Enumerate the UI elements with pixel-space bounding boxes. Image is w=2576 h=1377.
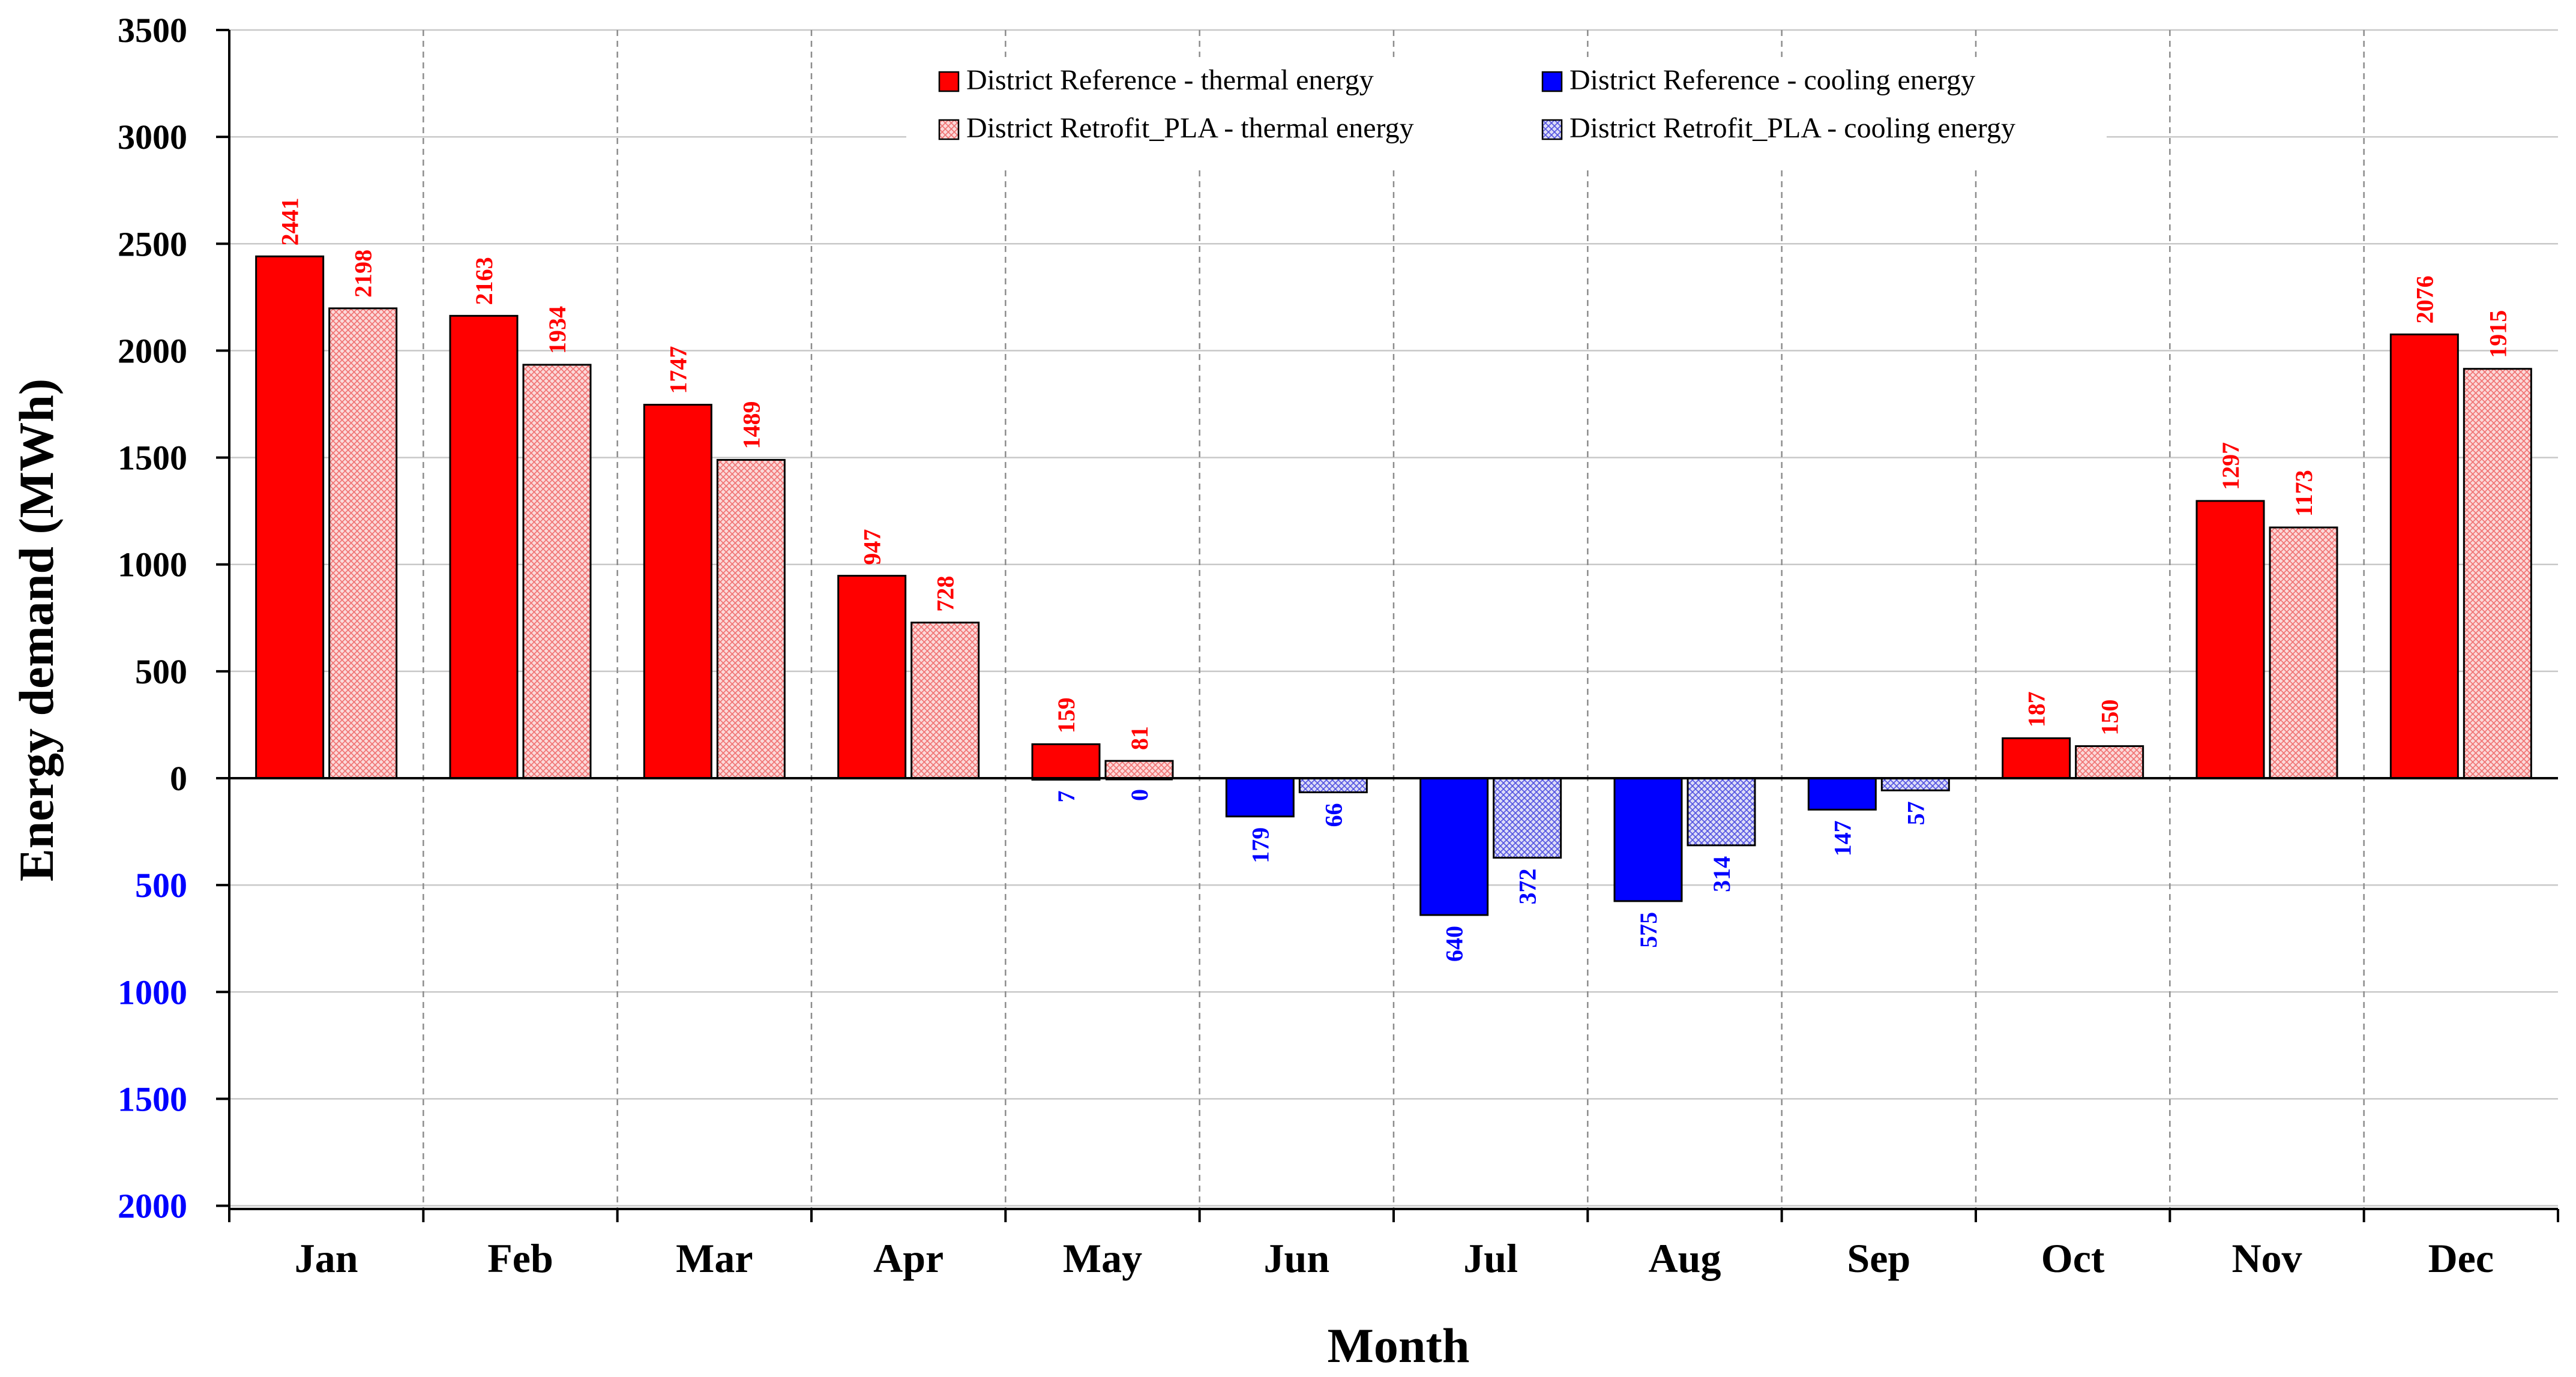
bar-thermal-reference-may: [1031, 743, 1101, 779]
bar-cooling-retrofit-aug: [1687, 777, 1756, 847]
x-tick-label: Aug: [1649, 1235, 1721, 1281]
bar-thermal-retrofit-jan: [328, 307, 398, 779]
data-label: 1297: [2217, 442, 2244, 490]
bar-cooling-retrofit-jun: [1298, 777, 1368, 794]
data-label: 728: [932, 576, 959, 612]
y-tick-label: 0: [170, 759, 187, 798]
bar-cooling-reference-aug: [1613, 777, 1683, 902]
bar-thermal-reference-apr: [837, 575, 907, 779]
data-label: 1173: [2290, 470, 2317, 517]
bar-cooling-reference-jun: [1225, 777, 1295, 818]
legend: District Reference - thermal energy Distr…: [906, 57, 2107, 168]
x-axis-title: Month: [1328, 1318, 1470, 1373]
data-label: 57: [1902, 801, 1929, 825]
bar-thermal-reference-jan: [255, 255, 325, 779]
bar-cooling-reference-sep: [1807, 777, 1877, 811]
y-tick-label: 500: [135, 652, 187, 691]
bars-layer: [255, 255, 2532, 916]
x-tick-label: Apr: [873, 1235, 943, 1281]
y-tick-label-negative: 1500: [118, 1079, 187, 1118]
y-tick-label: 2000: [118, 331, 187, 370]
y-tick-label: 1500: [118, 439, 187, 478]
bar-cooling-reference-jul: [1419, 777, 1489, 916]
x-tick-label: Jun: [1264, 1235, 1330, 1281]
data-label: 66: [1320, 803, 1347, 827]
x-tick-label: Jan: [295, 1235, 358, 1281]
x-tick-label: Sep: [1847, 1235, 1910, 1281]
legend-label: District Reference - thermal energy: [966, 64, 1374, 96]
bar-thermal-retrofit-may: [1104, 760, 1174, 779]
x-tick-label: Oct: [2041, 1235, 2105, 1281]
data-label: 179: [1247, 827, 1274, 863]
bar-thermal-reference-mar: [643, 404, 712, 779]
y-tick-label: 2500: [118, 224, 187, 263]
y-axis-title: Energy demand (MWh): [9, 379, 64, 881]
bar-thermal-reference-nov: [2195, 500, 2265, 779]
labels-layer: 2441 2198 2163 1934 1747 1489 947 728 159 81 7 0 179…: [277, 197, 2512, 962]
axes-layer: 0500100015002000250030003500500100015002…: [118, 11, 2559, 1281]
bar-thermal-retrofit-apr: [910, 622, 980, 779]
data-label: 159: [1053, 697, 1080, 733]
bar-cooling-retrofit-sep: [1880, 777, 1950, 791]
bar-cooling-retrofit-jul: [1493, 777, 1562, 859]
data-label: 1915: [2484, 310, 2511, 358]
legend-background: [906, 57, 2107, 168]
bar-thermal-retrofit-dec: [2463, 368, 2532, 779]
data-label: 640: [1441, 926, 1468, 962]
data-label: 2076: [2411, 275, 2438, 323]
x-tick-label: Nov: [2231, 1235, 2302, 1281]
legend-swatch: [1541, 119, 1563, 140]
data-label: 2441: [277, 197, 304, 245]
data-label: 1934: [544, 306, 571, 354]
bar-thermal-retrofit-feb: [522, 364, 592, 779]
data-label: 81: [1126, 726, 1153, 750]
legend-label: District Retrofit_PLA - cooling energy: [1569, 112, 2015, 144]
data-label: 150: [2096, 700, 2123, 736]
bar-thermal-retrofit-mar: [716, 458, 786, 779]
data-label: 947: [859, 529, 886, 565]
x-tick-label: Jul: [1463, 1235, 1518, 1281]
data-label: 575: [1635, 912, 1662, 948]
data-label: 147: [1829, 820, 1856, 856]
data-label: 2198: [350, 250, 377, 298]
legend-swatch: [938, 71, 960, 92]
x-tick-label: Feb: [487, 1235, 553, 1281]
x-tick-label: May: [1063, 1235, 1142, 1281]
legend-label: District Reference - cooling energy: [1569, 64, 1975, 96]
data-label: 1489: [738, 401, 765, 449]
data-label: 1747: [664, 346, 691, 394]
bar-thermal-retrofit-nov: [2269, 526, 2338, 779]
y-tick-label: 3000: [118, 118, 187, 157]
legend-swatch: [938, 119, 960, 140]
x-tick-label: Mar: [676, 1235, 753, 1281]
bar-thermal-reference-oct: [2002, 737, 2071, 779]
data-label: 314: [1708, 856, 1735, 892]
bar-thermal-reference-dec: [2389, 333, 2459, 779]
y-tick-label-negative: 1000: [118, 973, 187, 1012]
y-tick-label: 1000: [118, 545, 187, 584]
legend-swatch: [1541, 71, 1563, 92]
bar-thermal-retrofit-oct: [2075, 745, 2144, 779]
data-label: 0: [1126, 789, 1153, 801]
x-tick-label: Dec: [2428, 1235, 2494, 1281]
bar-thermal-reference-feb: [449, 314, 519, 779]
data-label: 187: [2023, 691, 2050, 727]
y-tick-label-negative: 500: [135, 866, 187, 905]
y-tick-label: 3500: [118, 11, 187, 50]
y-tick-label-negative: 2000: [118, 1187, 187, 1226]
data-label: 7: [1053, 790, 1080, 802]
legend-label: District Retrofit_PLA - thermal energy: [966, 112, 1414, 144]
data-label: 372: [1514, 869, 1541, 905]
data-label: 2163: [471, 257, 498, 305]
